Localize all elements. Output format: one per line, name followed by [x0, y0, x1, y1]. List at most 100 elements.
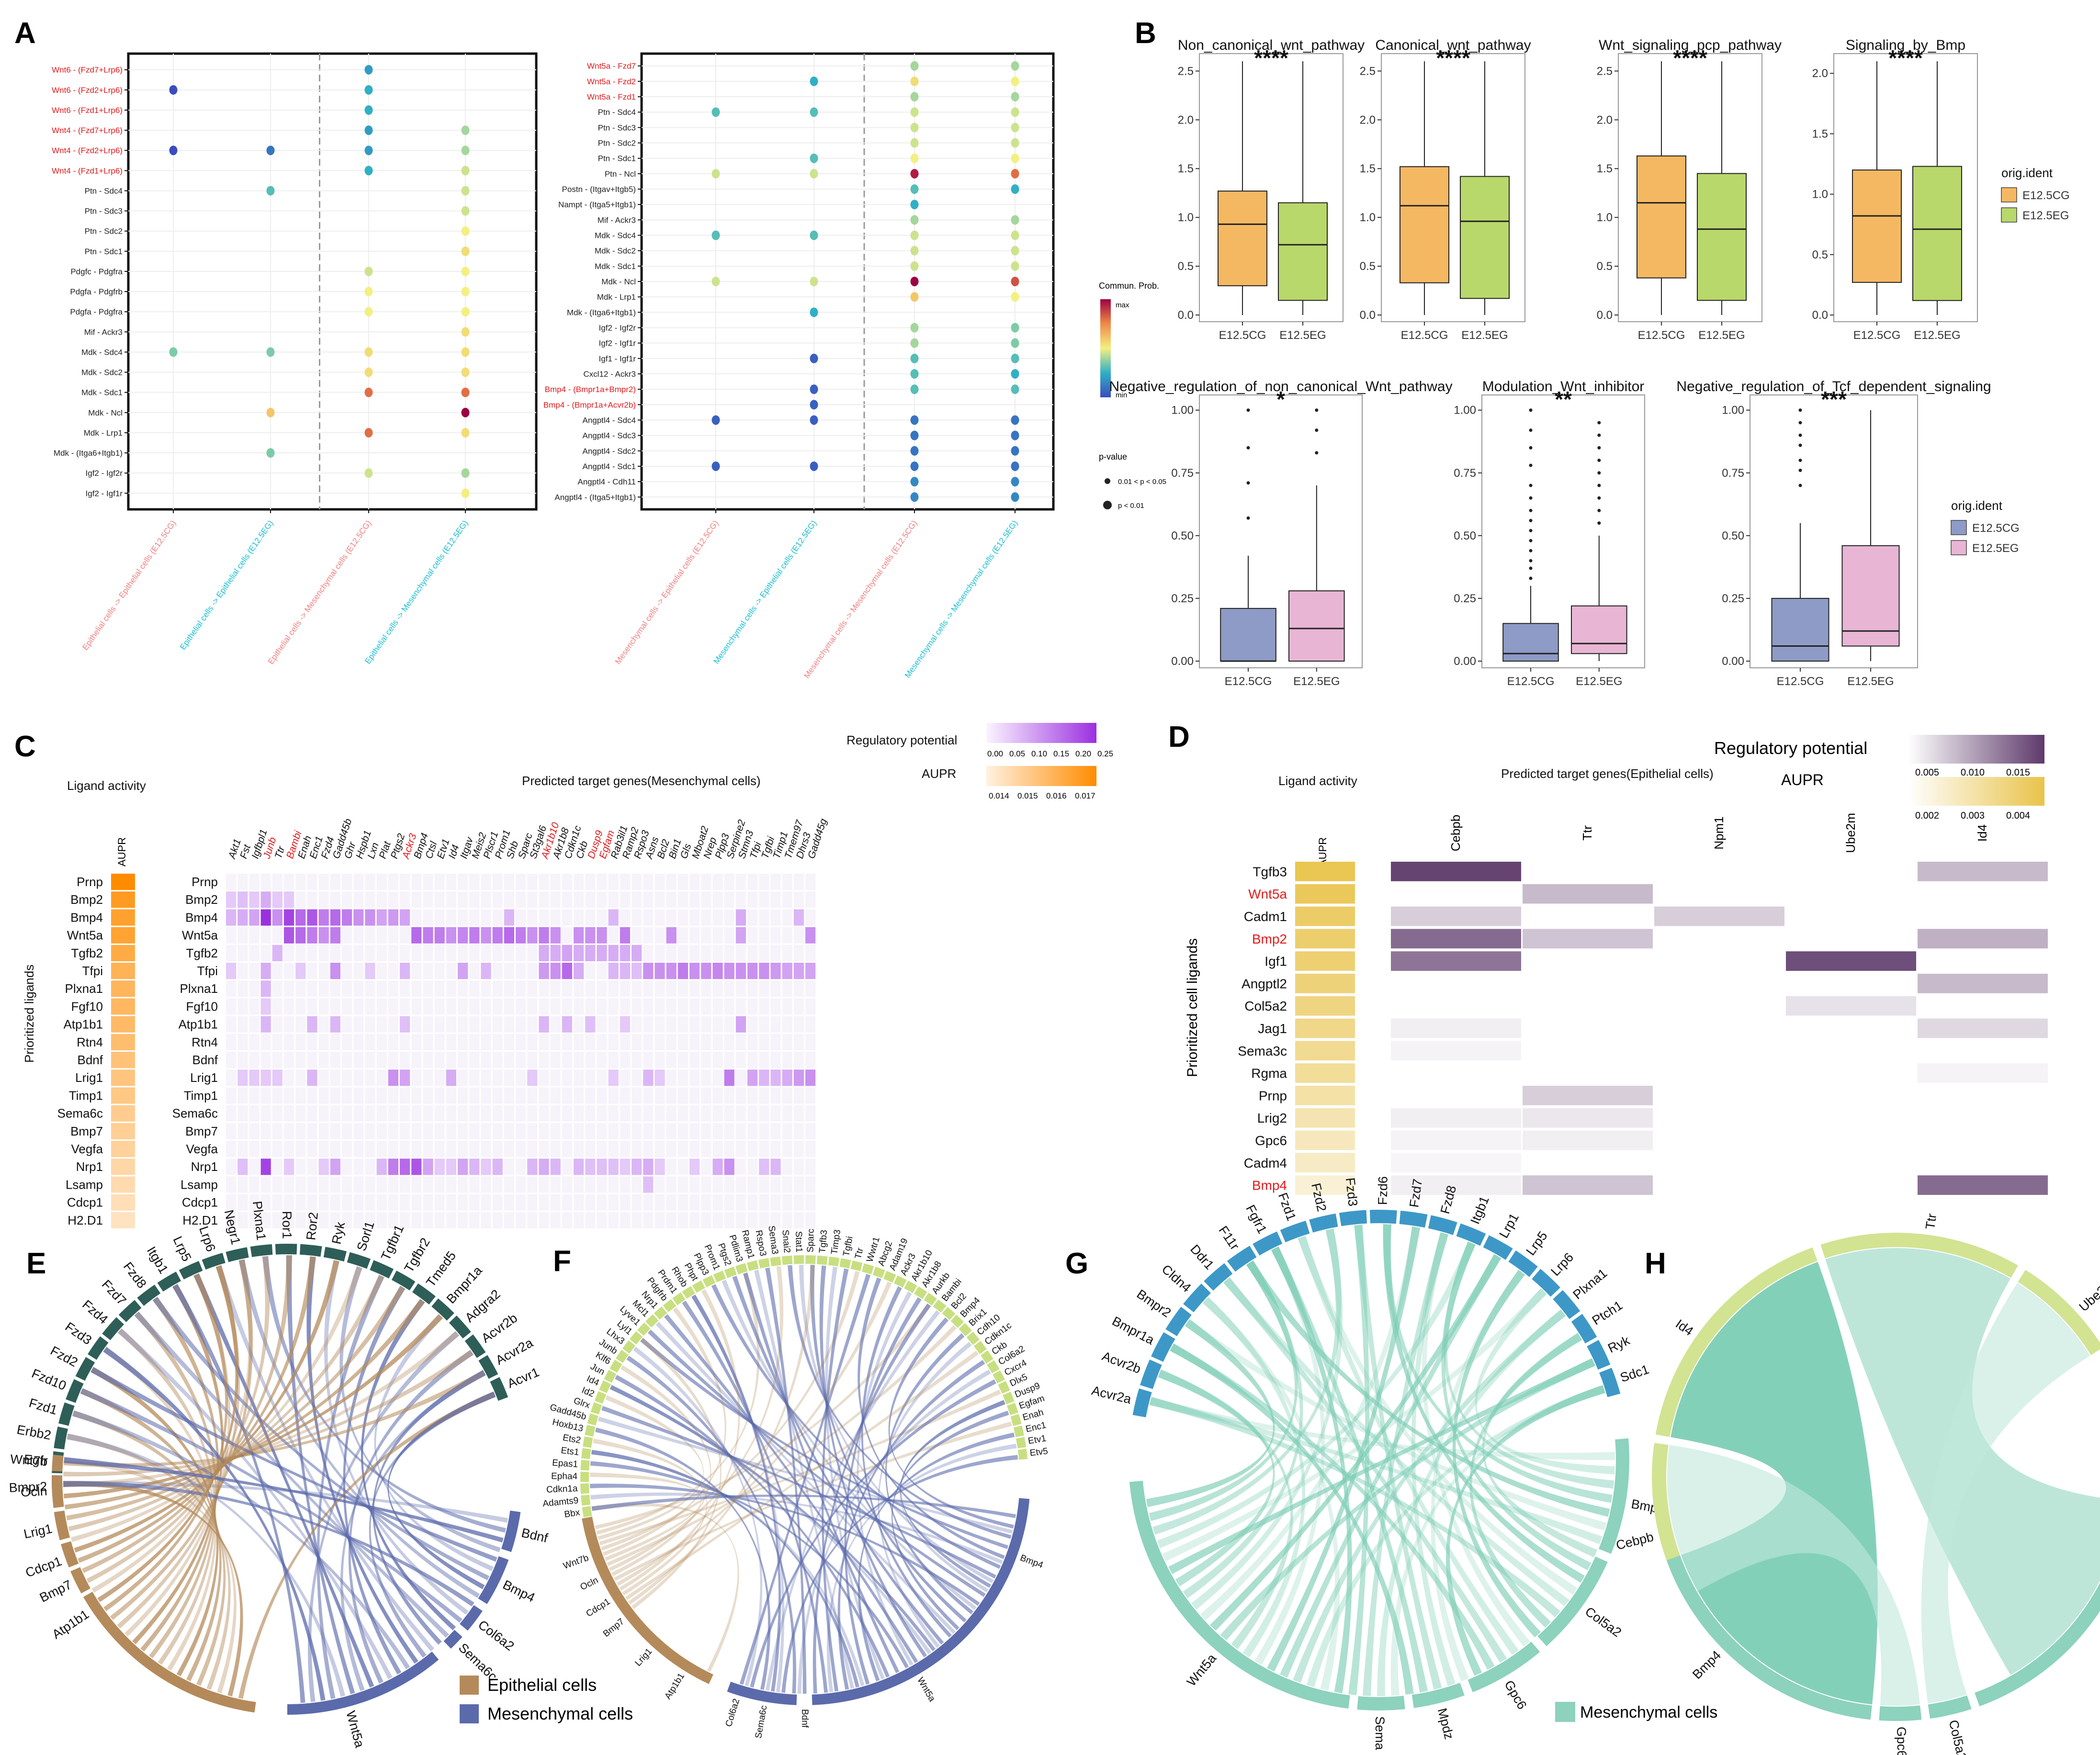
heat-cell: [423, 963, 433, 979]
ligand-label: Igf2 - Igf2r: [86, 469, 123, 478]
heat-cell: [562, 909, 572, 926]
heat-cell: [655, 927, 665, 944]
heat-cell: [643, 1052, 654, 1069]
heat-cell: [376, 1123, 387, 1139]
heat-cell: [516, 1141, 526, 1158]
heat-cell: [539, 980, 549, 997]
heat-cell: [562, 1159, 572, 1175]
receptor-label: Lrp6: [1548, 1250, 1576, 1279]
heat-cell: [481, 980, 491, 997]
heat-cell: [516, 1159, 526, 1175]
heat-cell: [770, 1052, 781, 1069]
comm-dot: [810, 277, 818, 286]
receptor-arc: [490, 1377, 508, 1401]
heat-cell: [492, 1087, 503, 1104]
heat-cell: [724, 1176, 734, 1193]
d-target-label: Ttr: [1580, 825, 1594, 841]
heat-cell: [666, 1016, 677, 1033]
ligand-label: Angptl4 - Cdh11: [577, 477, 636, 486]
heat-cell: [226, 1123, 237, 1139]
c-ligand-label: Wnt5a: [67, 928, 103, 943]
ligand-label: Igf2 - Igf2r: [599, 323, 636, 332]
heat-cell: [574, 1034, 584, 1050]
c-ligand-label-heatmap: Bmp7: [185, 1124, 218, 1138]
heat-cell-filled: [504, 909, 514, 926]
heat-cell: [342, 945, 352, 961]
heat-cell: [226, 980, 237, 997]
comm-dot: [810, 415, 818, 425]
heat-cell: [272, 1141, 282, 1158]
heat-cell: [770, 891, 781, 908]
heat-cell: [504, 998, 514, 1015]
ligand-label: Mdk - Sdc1: [595, 262, 636, 271]
heat-cell: [655, 1123, 665, 1139]
heat-cell: [574, 909, 584, 926]
boxplot-bottom-2: Negative_regulation_of_Tcf_dependent_sig…: [1676, 379, 1991, 688]
heat-cell: [712, 927, 723, 944]
heat-cell: [793, 1034, 804, 1050]
receptor-arc: [449, 1315, 471, 1339]
target-label: Epha4: [551, 1471, 578, 1482]
ligand-label: Wnt6 - (Fzd1+Lrp6): [52, 106, 123, 115]
receptor-label: Itgb1: [1468, 1194, 1491, 1226]
heat-cell: [689, 1052, 700, 1069]
heat-cell: [793, 980, 804, 997]
heat-cell: [400, 1105, 410, 1122]
heat-cell: [295, 1194, 306, 1211]
c-ligand-label-heatmap: Bdnf: [192, 1053, 218, 1067]
ligand-label: Gpc6: [1894, 1727, 1909, 1755]
comm-dot: [461, 186, 470, 196]
comm-dot: [364, 146, 373, 156]
heat-cell: [295, 1141, 306, 1158]
heat-cell: [608, 1105, 619, 1122]
mes-ligand-label: Col6a2: [724, 1698, 742, 1728]
y-tick-label: 1.00: [1454, 404, 1476, 417]
heat-cell: [527, 1105, 538, 1122]
heat-cell-filled: [423, 1159, 433, 1175]
heat-cell-filled: [481, 1159, 491, 1175]
heat-cell-filled: [307, 1069, 317, 1086]
heat-cell: [272, 1087, 282, 1104]
heat-cell: [759, 1176, 769, 1193]
heat-cell: [516, 1123, 526, 1139]
comm-dot: [810, 461, 818, 471]
heat-cell: [469, 980, 480, 997]
heat-cell: [643, 1105, 654, 1122]
heat-cell: [562, 1052, 572, 1069]
receptor-label: Acvr2a: [493, 1335, 536, 1368]
heat-cell: [759, 1212, 769, 1228]
comm-dot: [910, 430, 919, 440]
c-ligand-label-heatmap: Lrig1: [190, 1070, 218, 1085]
heat-cell: [608, 1194, 619, 1211]
ligand-arc: [1357, 1696, 1405, 1710]
heat-cell-filled: [295, 963, 306, 979]
heat-cell: [655, 998, 665, 1015]
legend-swatch: [1951, 520, 1967, 535]
heat-cell: [353, 1052, 364, 1069]
heat-cell: [226, 1034, 237, 1050]
aupr-cell: [111, 1069, 135, 1086]
heat-cell: [481, 1087, 491, 1104]
epi-ligand-arc: [52, 1454, 64, 1472]
chord-ribbon: [1271, 1246, 1428, 1693]
heat-cell: [574, 1212, 584, 1228]
heat-cell: [620, 1123, 630, 1139]
heat-cell: [770, 945, 781, 961]
heat-cell: [597, 1105, 607, 1122]
ligand-label: Angptl4 - Sdc1: [582, 462, 636, 471]
heat-cell: [434, 1176, 445, 1193]
heat-cell-filled: [284, 1159, 294, 1175]
target-arc: [581, 1495, 591, 1506]
heat-cell: [318, 1087, 329, 1104]
comm-dot: [1011, 184, 1019, 194]
heat-cell: [342, 874, 352, 890]
chord-ribbon: [899, 1400, 1005, 1593]
heat-cell: [724, 1087, 734, 1104]
heat-cell: [747, 1141, 758, 1158]
chord-ribbon: [1348, 1225, 1370, 1695]
c-ligand-label: Lrig1: [75, 1070, 103, 1085]
aupr-cell: [1295, 974, 1355, 993]
heat-cell: [666, 1212, 677, 1228]
receptor-arc: [1204, 1263, 1233, 1291]
heat-cell: [735, 874, 746, 890]
